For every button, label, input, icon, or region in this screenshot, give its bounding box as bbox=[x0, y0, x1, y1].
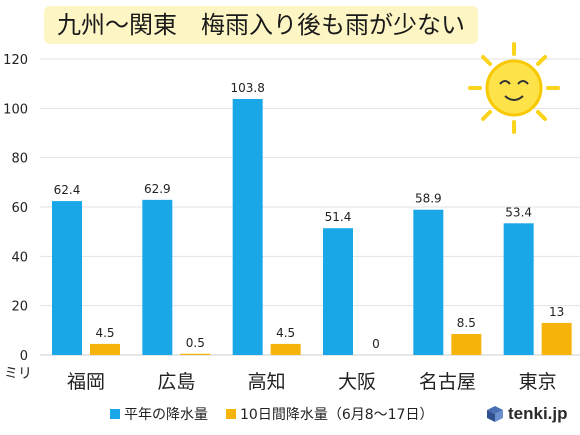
category-label: 大阪 bbox=[338, 371, 376, 393]
y-tick-label: 40 bbox=[11, 250, 28, 265]
y-tick-label: 120 bbox=[3, 53, 28, 68]
bar-normal bbox=[232, 98, 263, 356]
bar-normal bbox=[52, 201, 82, 355]
chart-title: 九州〜関東 梅雨入り後も雨が少ない bbox=[57, 11, 465, 39]
data-label-normal: 51.4 bbox=[325, 210, 352, 224]
bar-normal bbox=[142, 199, 173, 355]
bar-normal bbox=[413, 209, 444, 355]
data-label-recent: 4.5 bbox=[276, 326, 295, 340]
data-label-recent: 0.5 bbox=[186, 336, 205, 350]
data-label-recent: 0 bbox=[372, 337, 380, 351]
bar-recent bbox=[180, 353, 211, 355]
sun-icon bbox=[468, 42, 560, 134]
gridlines bbox=[40, 58, 580, 356]
bar-recent bbox=[451, 334, 482, 355]
brand-text: tenki.jp bbox=[508, 404, 568, 423]
y-tick-label: 100 bbox=[3, 102, 28, 117]
legend-item-normal: 平年の降水量 bbox=[110, 404, 208, 424]
bar-recent bbox=[90, 343, 120, 355]
category-label: 福岡 bbox=[67, 371, 105, 393]
data-label-normal: 58.9 bbox=[415, 192, 442, 206]
y-axis-unit-label: ミリ bbox=[4, 366, 32, 382]
category-label: 広島 bbox=[157, 371, 195, 393]
bar-normal bbox=[323, 228, 353, 355]
y-tick-label: 20 bbox=[11, 300, 28, 315]
category-labels: 福岡 広島 高知 大阪 名古屋 東京 bbox=[67, 371, 557, 393]
tenki-logo: tenki.jp bbox=[486, 402, 568, 426]
data-label-recent: 4.5 bbox=[95, 326, 114, 340]
bar-recent bbox=[541, 322, 572, 355]
data-label-recent: 13 bbox=[549, 305, 564, 319]
data-label-normal: 62.9 bbox=[144, 182, 171, 196]
category-label: 東京 bbox=[519, 371, 557, 393]
legend-label-recent: 10日間降水量（6月8〜17日） bbox=[240, 407, 434, 423]
data-label-recent: 8.5 bbox=[457, 316, 476, 330]
bars bbox=[52, 98, 572, 356]
y-axis-ticks: 0 20 40 60 80 100 120 bbox=[3, 53, 28, 364]
cube-icon bbox=[487, 406, 503, 422]
bar-normal bbox=[503, 223, 534, 355]
legend-label-normal: 平年の降水量 bbox=[124, 407, 208, 423]
y-tick-label: 60 bbox=[11, 201, 28, 216]
y-tick-label: 80 bbox=[11, 152, 28, 167]
data-label-normal: 53.4 bbox=[505, 205, 532, 219]
legend-swatch-recent bbox=[226, 409, 236, 419]
chart-legend: 平年の降水量 10日間降水量（6月8〜17日） bbox=[110, 402, 451, 426]
legend-item-recent: 10日間降水量（6月8〜17日） bbox=[226, 404, 433, 424]
category-label: 高知 bbox=[248, 371, 286, 393]
bar-recent bbox=[270, 343, 301, 355]
category-label: 名古屋 bbox=[419, 371, 476, 393]
y-tick-label: 0 bbox=[20, 349, 28, 364]
legend-swatch-normal bbox=[110, 409, 120, 419]
title-banner: 九州〜関東 梅雨入り後も雨が少ない bbox=[44, 6, 478, 44]
data-labels: 62.4 4.5 62.9 0.5 103.8 4.5 51.4 0 58.9 8.5 53.4 13 bbox=[54, 81, 565, 351]
data-label-normal: 103.8 bbox=[230, 81, 264, 95]
data-label-normal: 62.4 bbox=[54, 183, 81, 197]
